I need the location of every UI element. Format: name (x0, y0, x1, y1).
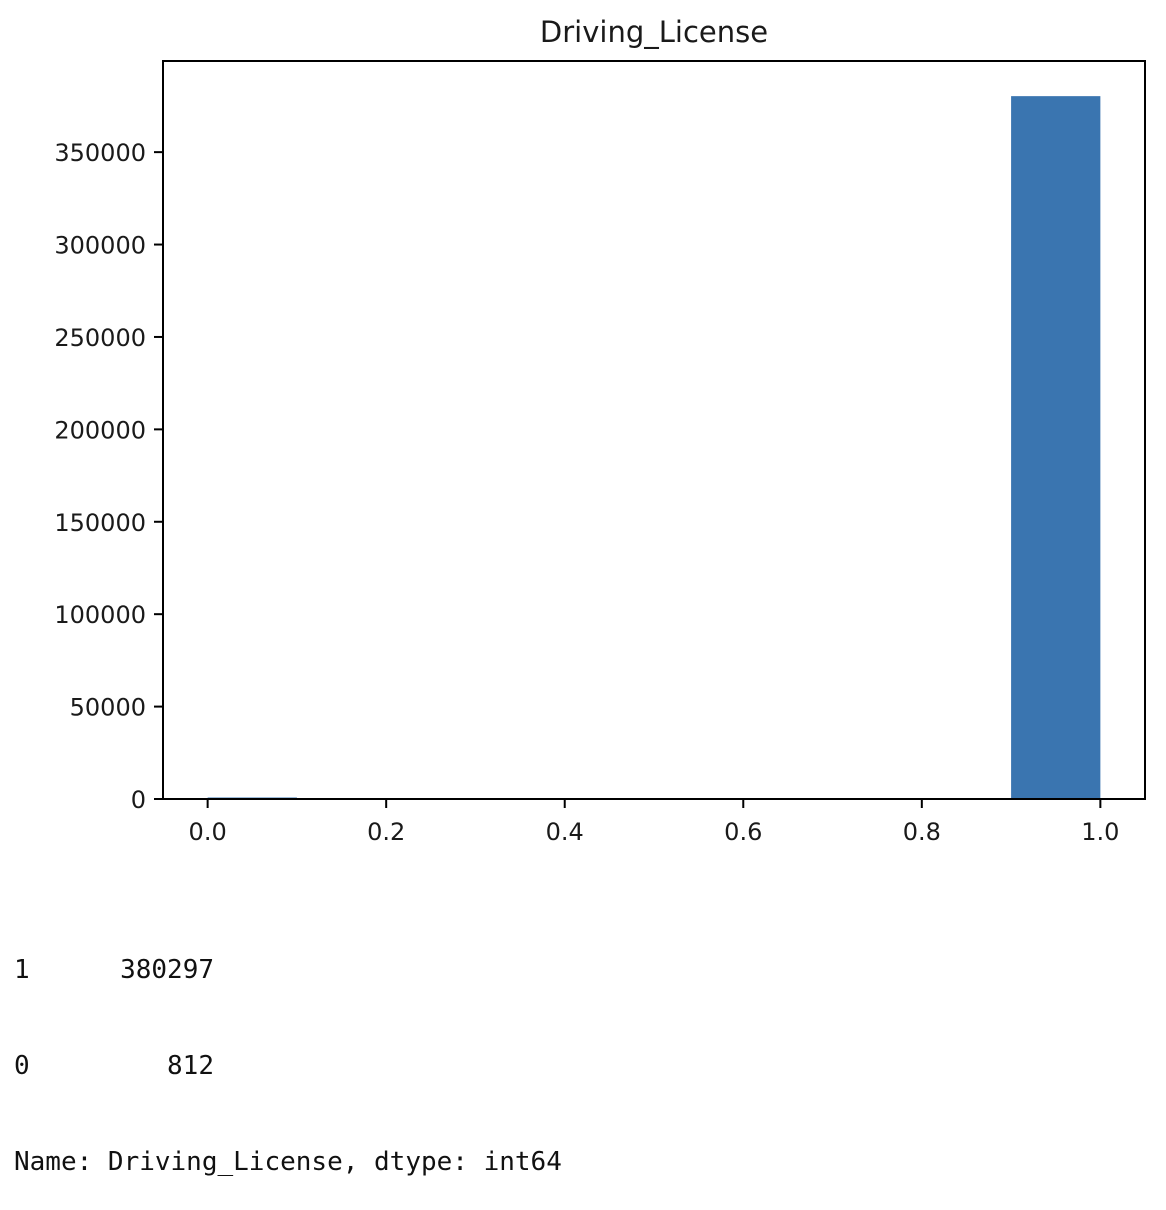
y-tick-label: 100000 (54, 601, 146, 629)
y-tick-label: 0 (131, 786, 146, 814)
x-axis: 0.0 0.2 0.4 0.6 0.8 1.0 (189, 799, 1119, 846)
axes-frame (162, 60, 1146, 800)
output-row: 1 380297 (14, 954, 562, 986)
bars-group (207, 96, 1101, 799)
y-tick-label: 50000 (70, 694, 146, 722)
histogram-chart: Driving_License 0.0 0.2 0.4 0.6 0.8 1.0 0 5000… (54, 15, 1146, 846)
x-tick-label: 0.0 (189, 818, 227, 846)
output-row: 0 812 (14, 1050, 562, 1082)
y-tick-label: 150000 (54, 509, 146, 537)
y-tick-label: 350000 (54, 139, 146, 167)
x-tick-label: 0.8 (903, 818, 941, 846)
x-tick-label: 1.0 (1081, 818, 1119, 846)
x-tick-label: 0.6 (724, 818, 762, 846)
x-tick-label: 0.4 (546, 818, 584, 846)
y-tick-label: 200000 (54, 416, 146, 444)
y-tick-label: 250000 (54, 324, 146, 352)
output-footer: Name: Driving_License, dtype: int64 (14, 1147, 562, 1177)
histogram-bar (1011, 96, 1101, 799)
y-axis: 0 50000 100000 150000 200000 250000 300000 3500… (54, 139, 163, 814)
output-key: 0 (14, 1051, 30, 1081)
output-key: 1 (14, 955, 30, 985)
value-counts-output: 1 380297 0 812 Name: Driving_License, dtyp… (14, 890, 562, 1210)
chart-title: Driving_License (540, 15, 768, 49)
output-value: 812 (167, 1051, 214, 1081)
y-tick-label: 300000 (54, 232, 146, 260)
output-value: 380297 (120, 955, 214, 985)
x-tick-label: 0.2 (367, 818, 405, 846)
